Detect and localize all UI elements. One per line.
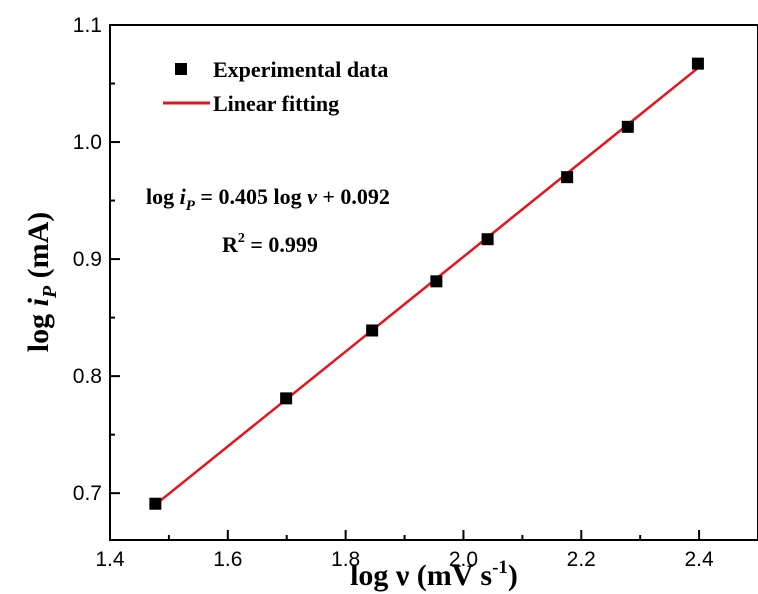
x-axis-title-main: log ν (mV s [350,559,492,592]
y-tick-label: 1.0 [73,131,102,154]
data-point [481,233,494,246]
fit-equation-mid: = 0.405 log [195,184,307,209]
data-point [430,275,443,288]
x-tick-label: 1.4 [95,548,125,571]
data-point [366,324,379,337]
axis-ticks [109,24,701,540]
data-point [691,57,704,70]
y-tick-label: 0.8 [73,365,102,388]
legend-label-linear: Linear fitting [213,91,339,116]
fit-equation-pre: log [146,184,180,209]
x-axis-title-end: ) [508,559,518,592]
plot-frame [109,24,758,541]
y-axis-title: log iP (mA) [22,212,61,353]
y-tick-label: 0.9 [73,248,102,271]
y-axis-title-pre: log [22,306,55,352]
tick-labels: 1.4 1.6 1.8 2.0 2.2 2.4 0.7 0.8 0.9 1.0 1.1 [73,14,714,571]
x-tick-label: 2.0 [449,548,478,571]
data-point [280,392,293,405]
chart-marks [149,57,704,510]
r-squared-post: = 0.999 [245,232,318,257]
fit-equation: log iP = 0.405 log ν + 0.092 [146,184,390,214]
x-tick-label: 2.4 [684,548,714,571]
y-axis-title-i: i [22,297,55,306]
data-point [621,120,634,133]
data-point [561,171,574,184]
fit-equation-post: + 0.092 [317,184,390,209]
legend-label-experimental: Experimental data [213,57,388,82]
r-squared-sup: 2 [238,231,245,246]
fit-line [154,67,699,506]
fit-equation-i: i [180,184,187,209]
y-tick-label: 1.1 [73,14,102,37]
x-axis-title: log ν (mV s-1) [350,557,518,592]
y-axis-title-post: (mA) [22,212,55,286]
r-squared: R2 = 0.999 [222,231,318,257]
fit-equation-nu: ν [307,184,317,209]
x-tick-label: 1.8 [331,548,360,571]
r-squared-base: R [222,232,239,257]
x-tick-label: 1.6 [213,548,242,571]
x-axis-title-sup: -1 [492,557,508,578]
y-axis-title-sub: P [39,285,61,299]
y-tick-label: 0.7 [73,482,102,505]
fit-equation-sub: P [186,198,196,214]
legend-marker-experimental [175,63,187,75]
x-tick-label: 2.2 [567,548,596,571]
data-point [149,497,162,510]
legend: Experimental data Linear fitting [163,57,388,116]
